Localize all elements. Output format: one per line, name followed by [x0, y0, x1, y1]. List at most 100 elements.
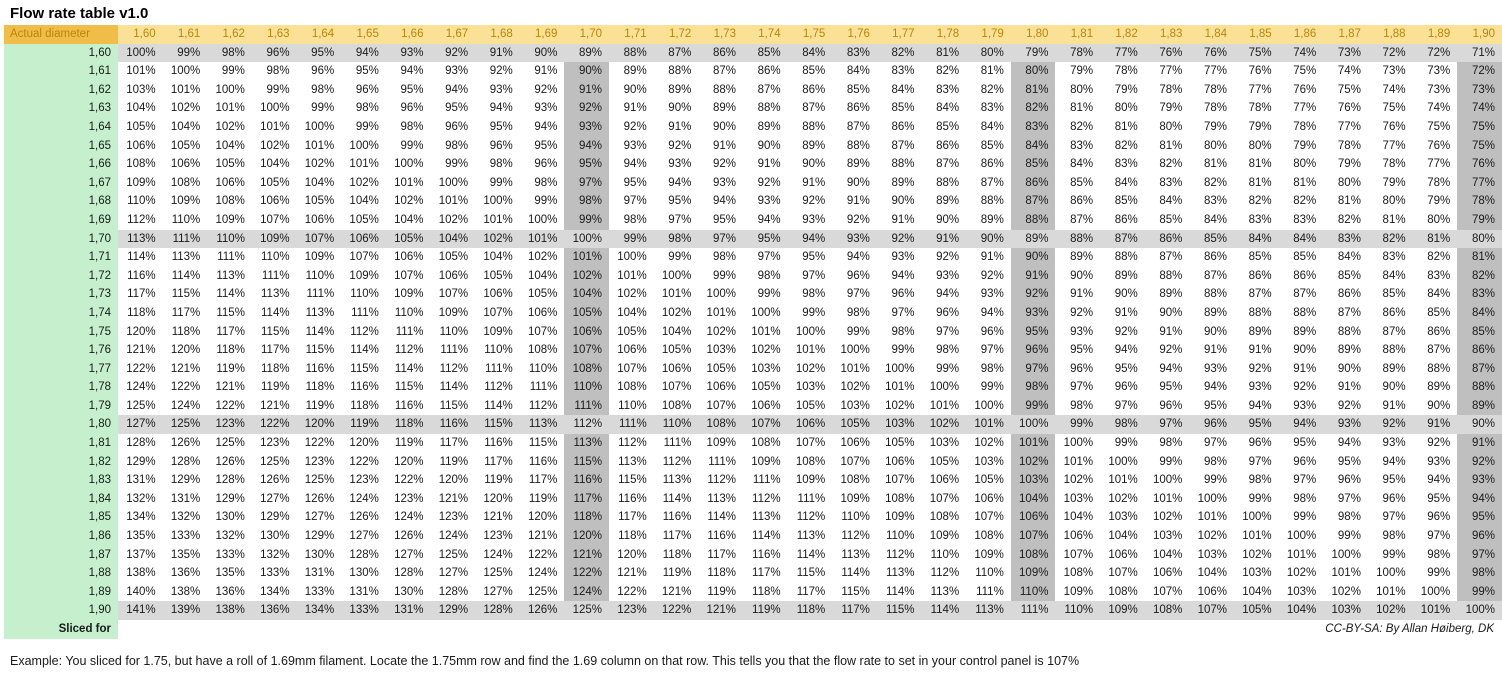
flow-rate-cell: 94%	[1457, 489, 1502, 509]
flow-rate-cell: 100%	[260, 102, 290, 115]
column-header: 1,68	[475, 25, 520, 44]
flow-rate-cell: 97%	[623, 195, 647, 208]
flow-rate-cell: 88%	[936, 176, 960, 189]
flow-rate-cell: 132%	[170, 511, 201, 524]
flow-rate-cell: 82%	[1367, 229, 1413, 249]
column-header: 1,75	[787, 25, 833, 44]
flow-rate-cell: 124%	[438, 530, 469, 543]
flow-rate-cell: 99%	[1337, 530, 1361, 543]
flow-rate-cell: 90%	[668, 102, 692, 115]
flow-rate-cell: 90%	[1293, 344, 1317, 357]
flow-rate-cell: 101%	[706, 306, 736, 319]
flow-rate-cell: 114%	[921, 601, 967, 620]
flow-rate-cell: 115%	[261, 325, 290, 338]
flow-rate-cell: 88%	[1427, 362, 1451, 375]
flow-rate-cell: 105%	[661, 344, 692, 357]
flow-rate-cell: 131%	[304, 567, 335, 580]
flow-rate-cell: 122%	[170, 381, 201, 394]
flow-rate-cell: 105%	[751, 381, 781, 394]
flow-rate-cell: 113%	[618, 455, 647, 468]
flow-rate-cell: 112%	[752, 492, 781, 505]
row-label: 1,68	[4, 192, 118, 211]
flow-rate-cell: 137%	[126, 548, 156, 561]
flow-rate-cell: 102%	[921, 415, 967, 435]
corner-label-actual-diameter: Actual diameter	[4, 25, 118, 44]
flow-rate-cell: 103%	[929, 437, 960, 450]
flow-rate-cell: 93%	[1070, 325, 1094, 338]
table-row: 1,90 141% 139% 138% 136% 134% 133% 131% 129% 128%…	[4, 601, 1502, 620]
flow-rate-cell: 92%	[668, 139, 692, 152]
flow-rate-cell: 95%	[1159, 381, 1183, 394]
flow-rate-cell: 105%	[385, 229, 431, 249]
flow-rate-cell: 91%	[757, 158, 781, 171]
flow-rate-cell: 96%	[891, 288, 915, 301]
flow-rate-cell: 92%	[1248, 362, 1272, 375]
row-label: 1,61	[4, 62, 118, 81]
flow-rate-cell: 90%	[1382, 381, 1406, 394]
flow-rate-cell: 96%	[311, 65, 335, 78]
flow-rate-cell: 112%	[394, 344, 424, 357]
flow-rate-cell: 100%	[1376, 567, 1406, 580]
flow-rate-cell: 82%	[1427, 251, 1451, 264]
flow-rate-cell: 93%	[1457, 471, 1502, 490]
flow-rate-cell: 91%	[1337, 381, 1361, 394]
flow-rate-cell: 82%	[1337, 213, 1361, 226]
flow-rate-cell: 113%	[564, 434, 610, 453]
flow-rate-cell: 90%	[1070, 269, 1094, 282]
flow-rate-cell: 108%	[1108, 585, 1138, 598]
flow-rate-cell: 89%	[1070, 251, 1094, 264]
flow-rate-cell: 83%	[936, 83, 960, 96]
flow-rate-cell: 106%	[885, 455, 915, 468]
flow-rate-cell: 100%	[929, 381, 960, 394]
flow-rate-cell: 79%	[1010, 43, 1056, 63]
flow-rate-cell: 111%	[306, 288, 335, 301]
flow-rate-cell: 127%	[483, 585, 513, 598]
flow-rate-cell: 114%	[707, 511, 736, 524]
flow-rate-cell: 112%	[707, 474, 736, 487]
flow-rate-cell: 107%	[564, 341, 610, 360]
flow-rate-cell: 112%	[439, 362, 469, 375]
flow-rate-cell: 109%	[251, 229, 297, 249]
flow-rate-cell: 81%	[1293, 176, 1317, 189]
flow-rate-cell: 105%	[564, 303, 610, 323]
row-label: 1,79	[4, 396, 118, 416]
flow-rate-cell: 116%	[430, 415, 476, 435]
flow-rate-cell: 109%	[795, 474, 826, 487]
flow-rate-cell: 106%	[394, 251, 424, 264]
flow-rate-cell: 113%	[171, 251, 201, 264]
flow-rate-cell: 89%	[668, 83, 692, 96]
flow-rate-cell: 113%	[216, 269, 245, 282]
flow-rate-cell: 96%	[846, 269, 870, 282]
flow-rate-cell: 91%	[1248, 344, 1272, 357]
flow-rate-cell: 102%	[1367, 601, 1413, 620]
flow-rate-cell: 85%	[936, 120, 960, 133]
flow-rate-cell: 89%	[891, 176, 915, 189]
flow-rate-cell: 100%	[527, 213, 558, 226]
flow-rate-cell: 94%	[936, 288, 960, 301]
flow-rate-cell: 112%	[618, 437, 647, 450]
flow-rate-cell: 101%	[661, 288, 692, 301]
flow-rate-cell: 106%	[527, 306, 558, 319]
flow-rate-cell: 130%	[304, 548, 335, 561]
flow-rate-cell: 106%	[170, 158, 201, 171]
flow-rate-cell: 133%	[260, 567, 290, 580]
flow-rate-cell: 100%	[1108, 455, 1138, 468]
flow-rate-cell: 96%	[980, 325, 1004, 338]
flow-rate-cell: 104%	[1278, 601, 1324, 620]
flow-rate-cell: 72%	[1412, 43, 1458, 63]
flow-rate-cell: 82%	[1159, 158, 1183, 171]
flow-rate-cell: 92%	[1293, 381, 1317, 394]
flow-rate-cell: 113%	[796, 530, 826, 543]
flow-rate-cell: 89%	[802, 139, 826, 152]
row-label: 1,80	[4, 415, 118, 435]
flow-rate-cell: 113%	[752, 511, 781, 524]
flow-rate-cell: 98%	[1010, 378, 1056, 397]
flow-rate-cell: 102%	[1010, 452, 1056, 472]
flow-rate-cell: 114%	[350, 344, 379, 357]
flow-rate-cell: 84%	[936, 102, 960, 115]
flow-rate-cell: 93%	[936, 269, 960, 282]
flow-rate-cell: 105%	[170, 139, 201, 152]
flow-rate-cell: 101%	[438, 195, 469, 208]
flow-rate-cell: 133%	[215, 548, 245, 561]
flow-rate-cell: 98%	[891, 325, 915, 338]
